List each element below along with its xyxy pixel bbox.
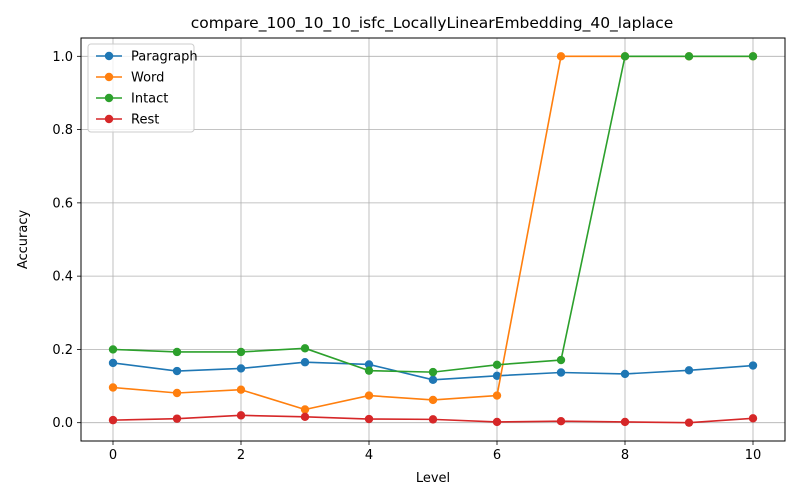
data-point (300, 358, 310, 367)
data-point (492, 371, 502, 380)
data-point (108, 415, 118, 425)
data-point (684, 366, 694, 375)
data-point (300, 412, 310, 422)
data-point (748, 52, 758, 61)
data-point (748, 414, 758, 423)
data-point (428, 395, 438, 405)
y-tick-label: 0.0 (52, 416, 73, 431)
plot-frame (80, 37, 786, 442)
series-line (112, 55, 753, 411)
chart-title: compare_100_10_10_isfc_LocallyLinearEmbe… (191, 14, 674, 33)
legend-swatch-marker (104, 51, 114, 61)
data-point (556, 52, 566, 61)
data-point (748, 361, 758, 370)
data-point (300, 405, 310, 414)
legend-item-word: Word (96, 71, 164, 86)
data-point (556, 355, 566, 365)
data-point (492, 417, 502, 427)
data-point (236, 385, 246, 394)
legend-label: Word (131, 71, 164, 86)
data-point (172, 347, 182, 357)
data-point (684, 418, 694, 427)
series-word (108, 52, 758, 414)
data-point (620, 52, 630, 61)
series-rest (108, 411, 758, 427)
legend-label: Rest (131, 113, 159, 128)
data-point (428, 375, 438, 385)
x-tick-label: 6 (493, 448, 501, 463)
series-paragraph (108, 358, 758, 385)
x-axis: 0 2 4 6 8 10 (109, 441, 761, 463)
y-tick-label: 1.0 (52, 50, 73, 65)
series-line (112, 55, 753, 373)
legend-label: Intact (131, 92, 168, 107)
series-intact (108, 52, 758, 377)
data-point (236, 347, 246, 357)
x-tick-label: 0 (109, 448, 117, 463)
x-axis-label: Level (416, 471, 450, 486)
data-point (428, 367, 438, 377)
data-point (236, 411, 246, 420)
data-point (684, 52, 694, 61)
data-point (364, 391, 374, 400)
grid (81, 38, 785, 441)
x-tick-label: 10 (745, 448, 762, 463)
y-tick-label: 0.6 (52, 196, 73, 211)
data-point (172, 414, 182, 423)
legend-swatch-marker (104, 93, 114, 103)
data-point (364, 414, 374, 424)
data-point (556, 368, 566, 377)
series-layer (108, 52, 758, 427)
x-tick-label: 4 (365, 448, 373, 463)
data-point (172, 366, 182, 376)
data-point (428, 415, 438, 424)
legend-label: Paragraph (131, 50, 198, 65)
data-point (620, 369, 630, 379)
legend: Paragraph Word Intact Rest (87, 43, 198, 133)
legend-item-rest: Rest (96, 113, 159, 128)
data-point (108, 383, 118, 392)
legend-item-paragraph: Paragraph (96, 50, 198, 65)
data-point (236, 364, 246, 373)
x-tick-label: 2 (237, 448, 245, 463)
y-tick-label: 0.4 (52, 270, 73, 285)
data-point (172, 388, 182, 398)
y-tick-label: 0.2 (52, 343, 73, 358)
data-point (108, 345, 118, 354)
legend-item-intact: Intact (96, 92, 168, 107)
x-tick-label: 8 (621, 448, 629, 463)
legend-swatch-marker (104, 72, 114, 82)
data-point (492, 391, 502, 400)
legend-swatch-marker (104, 114, 114, 124)
y-axis: 0.0 0.2 0.4 0.6 0.8 1.0 (52, 50, 81, 431)
data-point (492, 360, 502, 369)
data-point (364, 366, 374, 375)
data-point (364, 360, 374, 369)
data-point (300, 344, 310, 353)
y-axis-label: Accuracy (16, 210, 31, 270)
legend-box (87, 43, 195, 133)
data-point (108, 358, 118, 368)
data-point (620, 417, 630, 427)
data-point (556, 417, 566, 426)
y-tick-label: 0.8 (52, 123, 73, 138)
